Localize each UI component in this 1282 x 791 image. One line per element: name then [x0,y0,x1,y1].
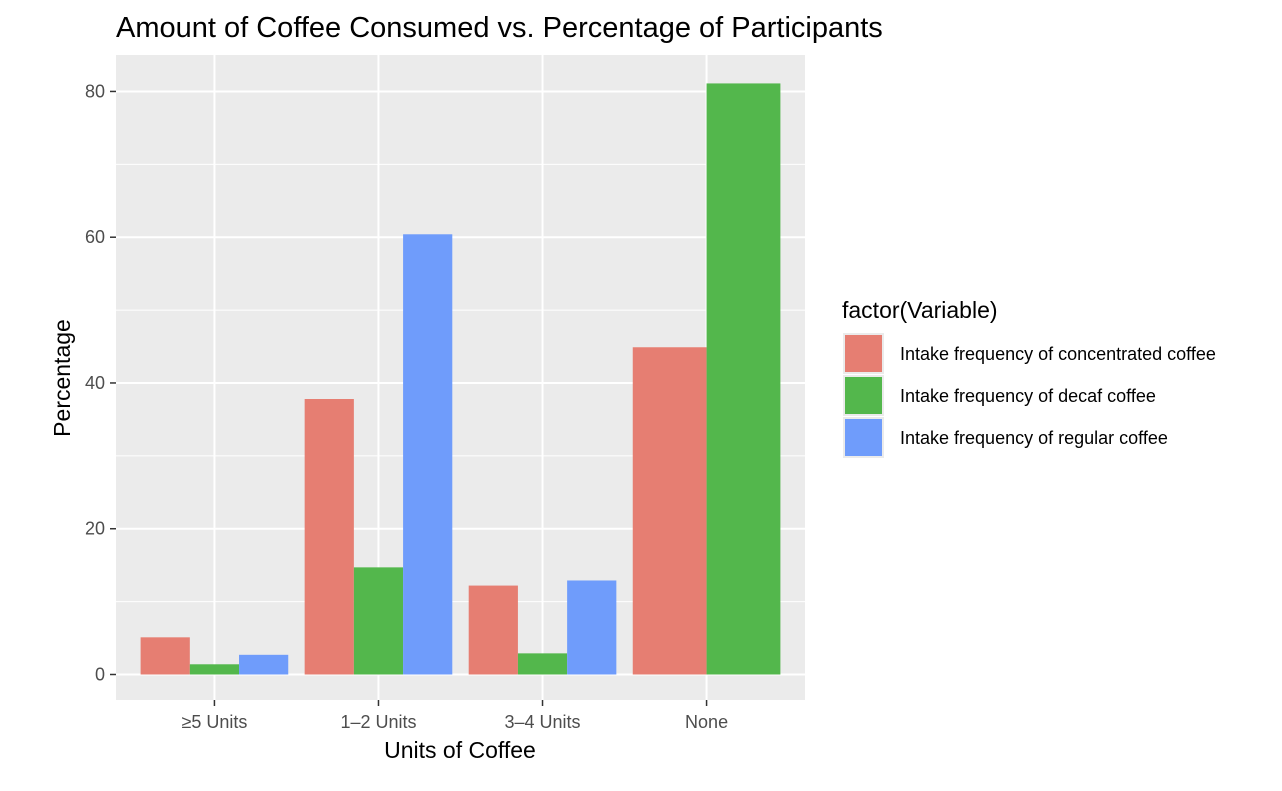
bar [189,664,240,675]
bar [353,567,404,675]
bar [706,83,781,675]
legend-label: Intake frequency of regular coffee [900,428,1168,448]
bar [632,347,707,675]
x-axis-ticks: ≥5 Units 1–2 Units 3–4 Units None [181,700,728,732]
bar [239,654,289,675]
bar [304,399,354,675]
y-tick-label: 20 [85,519,105,539]
legend-title: factor(Variable) [842,297,998,323]
bar [517,653,568,675]
legend-swatch [845,377,882,414]
x-axis-label: Units of Coffee [384,737,536,763]
y-tick-label: 0 [95,664,105,684]
legend: factor(Variable) Intake frequency of con… [842,297,1216,458]
x-tick-label: 1–2 Units [340,712,416,732]
legend-swatch [845,419,882,456]
chart-title: Amount of Coffee Consumed vs. Percentage… [116,12,883,44]
x-tick-label: ≥5 Units [181,712,247,732]
bars [140,83,781,675]
y-tick-label: 60 [85,227,105,247]
y-axis-label: Percentage [49,319,75,437]
bar [468,585,518,675]
y-tick-label: 40 [85,373,105,393]
legend-swatch [845,335,882,372]
legend-label: Intake frequency of decaf coffee [900,386,1156,406]
x-tick-label: 3–4 Units [505,712,581,732]
y-axis-ticks: 0 20 40 60 80 [85,81,116,684]
y-tick-label: 80 [85,81,105,101]
bar [403,234,453,675]
x-tick-label: None [685,712,728,732]
bar [140,637,190,675]
legend-label: Intake frequency of concentrated coffee [900,344,1216,364]
bar [567,580,617,675]
